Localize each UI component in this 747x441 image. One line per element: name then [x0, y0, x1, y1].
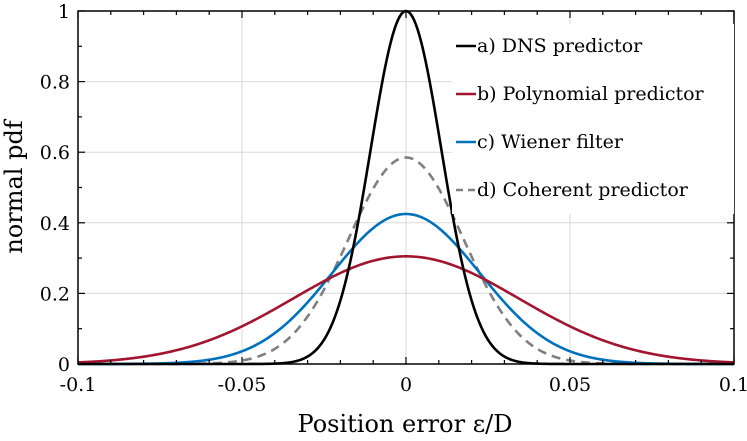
legend-label: d) Coherent predictor: [477, 179, 689, 201]
x-tick-label: -0.1: [60, 374, 97, 396]
y-axis-label: normal pdf: [0, 118, 28, 253]
x-tick-label: 0.1: [719, 374, 747, 396]
legend-label: a) DNS predictor: [477, 35, 643, 57]
legend-label: c) Wiener filter: [477, 131, 624, 153]
legend-label: b) Polynomial predictor: [477, 83, 705, 105]
x-tick-label: -0.05: [218, 374, 267, 396]
y-tick-label: 0: [58, 354, 70, 376]
x-axis-label: Position error ε/D: [298, 410, 513, 438]
y-tick-label: 1: [58, 1, 70, 23]
y-tick-label: 0.8: [40, 72, 70, 94]
x-tick-label: 0: [400, 374, 412, 396]
series-line: [78, 212, 734, 366]
y-tick-label: 0.2: [40, 283, 70, 305]
legend: a) DNS predictor b) Polynomial predictor c…: [452, 24, 734, 214]
y-tick-labels: 0 0.2 0.4 0.6 0.8 1: [40, 1, 70, 376]
series-line: [77, 255, 735, 364]
x-tick-labels: -0.1 -0.05 0 0.05 0.1: [60, 374, 747, 396]
legend-box: [452, 24, 734, 214]
y-tick-label: 0.6: [40, 142, 70, 164]
axis-ticks: [77, 10, 735, 365]
x-tick-label: 0.05: [549, 374, 591, 396]
y-tick-label: 0.4: [40, 213, 70, 235]
